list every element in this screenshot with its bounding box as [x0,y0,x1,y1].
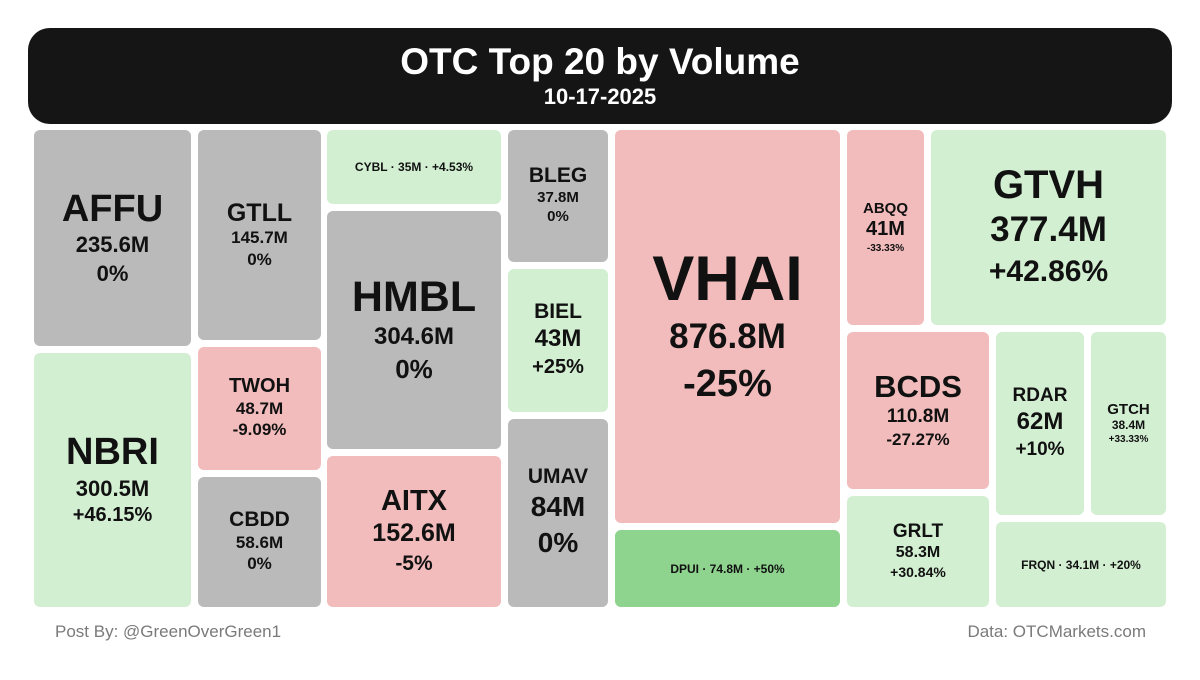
tile-volume: 110.8M [886,405,950,427]
treemap-tile-gtvh: GTVH 377.4M +42.86% [931,130,1166,325]
tile-volume: 41M [866,217,905,240]
tile-change: -27.27% [886,429,950,449]
tile-change: 0% [247,554,272,574]
tile-ticker: BIEL [534,299,582,323]
treemap-tile-abqq: ABQQ 41M -33.33% [847,130,924,325]
tile-volume: 145.7M [231,228,288,248]
tile-volume: 84M [530,490,586,522]
tile-change: -33.33% [866,242,905,254]
tile-volume: 62M [1016,407,1064,435]
tile-ticker: RDAR [1012,384,1068,406]
treemap-tile-umav: UMAV 84M 0% [508,419,608,607]
tile-change: +42.86% [988,255,1109,289]
tile-volume: 58.3M [895,543,941,561]
tile-change: +30.84% [890,563,946,580]
tile-volume: 304.6M [373,323,455,351]
chart-title: OTC Top 20 by Volume [400,41,800,82]
tile-change: +46.15% [72,504,153,527]
data-source: Data: OTCMarkets.com [967,622,1146,641]
tile-inline-label: FRQN · 34.1M · +20% [1021,557,1141,572]
tile-volume: 43M [534,325,582,353]
tile-ticker: GRLT [892,521,944,543]
tile-change: -9.09% [232,420,287,440]
tile-change: -25% [683,362,772,405]
tile-ticker: AITX [380,485,448,518]
tile-volume: 152.6M [372,519,456,548]
tile-ticker: TWOH [228,374,291,397]
tile-ticker: GTVH [992,163,1105,208]
tile-volume: 876.8M [669,317,786,357]
tile-inline-label: DPUI · 74.8M · +50% [670,561,785,576]
tile-change: 0% [247,249,272,269]
tile-ticker: GTLL [226,198,293,227]
tile-change: -5% [395,551,433,575]
tile-change: +10% [1015,438,1065,460]
tile-ticker: ABQQ [863,199,908,217]
tile-ticker: BLEG [528,164,588,188]
treemap-tile-cybl: CYBL · 35M · +4.53% [327,130,501,204]
tile-change: 0% [96,260,129,286]
chart-date: 10-17-2025 [543,84,657,109]
treemap-tile-gtll: GTLL 145.7M 0% [198,130,321,340]
tile-change: +25% [532,356,584,379]
treemap-tile-gtch: GTCH 38.4M +33.33% [1091,332,1166,515]
treemap-tile-hmbl: HMBL 304.6M 0% [327,211,501,449]
tile-volume: 48.7M [235,398,284,418]
treemap-tile-twoh: TWOH 48.7M -9.09% [198,347,321,470]
tile-volume: 37.8M [537,188,579,206]
tile-volume: 58.6M [235,532,284,552]
tile-ticker: GTCH [1107,400,1150,418]
tile-inline-label: CYBL · 35M · +4.53% [354,160,474,174]
tile-change: 0% [395,354,433,385]
treemap-tile-bleg: BLEG 37.8M 0% [508,130,608,262]
tile-ticker: UMAV [527,464,589,488]
treemap-tile-rdar: RDAR 62M +10% [996,332,1084,515]
tile-change: +33.33% [1108,433,1149,445]
tile-ticker: NBRI [66,430,159,473]
tile-volume: 377.4M [990,210,1107,250]
treemap-tile-bcds: BCDS 110.8M -27.27% [847,332,989,489]
treemap-tile-dpui: DPUI · 74.8M · +50% [615,530,840,607]
tile-change: 0% [537,526,579,558]
chart-header: OTC Top 20 by Volume 10-17-2025 [28,28,1172,124]
treemap-tile-frqn: FRQN · 34.1M · +20% [996,522,1166,607]
treemap-tile-aitx: AITX 152.6M -5% [327,456,501,607]
tile-volume: 300.5M [75,475,150,501]
tile-ticker: VHAI [652,243,803,314]
treemap-tile-vhai: VHAI 876.8M -25% [615,130,840,523]
tile-change: 0% [547,208,569,226]
tile-ticker: AFFU [61,187,164,230]
treemap-tile-affu: AFFU 235.6M 0% [34,130,191,346]
treemap-tile-nbri: NBRI 300.5M +46.15% [34,353,191,607]
tile-ticker: HMBL [351,272,477,321]
treemap-tile-biel: BIEL 43M +25% [508,269,608,412]
treemap-tile-cbdd: CBDD 58.6M 0% [198,477,321,607]
treemap-tile-grlt: GRLT 58.3M +30.84% [847,496,989,607]
tile-ticker: BCDS [874,369,962,405]
post-by-credit: Post By: @GreenOverGreen1 [55,622,282,641]
tile-ticker: CBDD [229,507,290,531]
tile-volume: 38.4M [1111,417,1146,432]
tile-volume: 235.6M [75,232,150,258]
